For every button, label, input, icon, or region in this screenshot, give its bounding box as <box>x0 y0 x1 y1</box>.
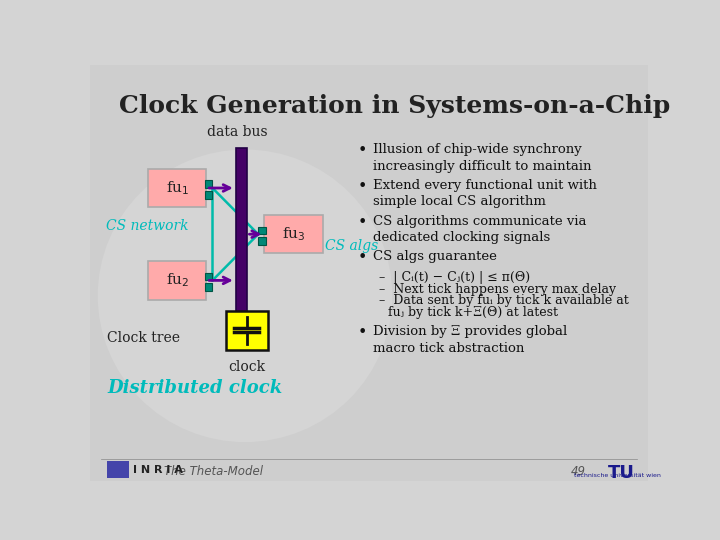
Bar <box>235 148 246 338</box>
Bar <box>204 180 212 188</box>
Text: –  Data sent by fuᵢ by tick k available at: – Data sent by fuᵢ by tick k available a… <box>379 294 629 307</box>
Bar <box>148 168 206 207</box>
Text: The Theta-Model: The Theta-Model <box>163 465 263 478</box>
Bar <box>225 311 269 350</box>
Bar <box>107 461 129 477</box>
Text: Clock Generation in Systems-on-a-Chip: Clock Generation in Systems-on-a-Chip <box>120 94 671 118</box>
Text: data bus: data bus <box>207 125 268 139</box>
Text: •: • <box>357 179 366 194</box>
Text: fu$_1$: fu$_1$ <box>166 179 189 197</box>
Text: TU: TU <box>608 464 634 482</box>
Text: I N R I A: I N R I A <box>132 465 182 475</box>
Text: CS network: CS network <box>106 219 188 233</box>
Bar <box>204 191 212 199</box>
Text: CS algs: CS algs <box>325 239 378 253</box>
Text: clock: clock <box>228 360 266 374</box>
Bar <box>258 226 266 234</box>
Text: fuⱼ by tick k+Ξ(Θ) at latest: fuⱼ by tick k+Ξ(Θ) at latest <box>388 306 559 319</box>
Text: CS algorithms communicate via
dedicated clocking signals: CS algorithms communicate via dedicated … <box>373 215 586 245</box>
Text: technische universität wien: technische universität wien <box>574 473 660 478</box>
Text: fu$_2$: fu$_2$ <box>166 272 189 289</box>
Text: Division by Ξ provides global
macro tick abstraction: Division by Ξ provides global macro tick… <box>373 325 567 355</box>
Text: –  | Cᵢ(t) − Cⱼ(t) | ≤ π(Θ): – | Cᵢ(t) − Cⱼ(t) | ≤ π(Θ) <box>379 271 530 284</box>
Text: CS algs guarantee: CS algs guarantee <box>373 249 497 262</box>
Text: fu$_3$: fu$_3$ <box>282 225 305 243</box>
Text: Illusion of chip-wide synchrony
increasingly difficult to maintain: Illusion of chip-wide synchrony increasi… <box>373 143 591 173</box>
Bar <box>148 261 206 300</box>
Text: •: • <box>357 249 366 265</box>
Bar <box>258 237 266 245</box>
Text: Extend every functional unit with
simple local CS algorithm: Extend every functional unit with simple… <box>373 179 597 208</box>
Text: –  Next tick happens every max delay: – Next tick happens every max delay <box>379 283 616 296</box>
Text: Clock tree: Clock tree <box>107 331 180 345</box>
Text: 49: 49 <box>571 465 586 478</box>
Bar <box>204 284 212 291</box>
Bar <box>204 273 212 280</box>
Bar <box>264 215 323 253</box>
Text: •: • <box>357 215 366 230</box>
Text: •: • <box>357 325 366 340</box>
Text: Distributed clock: Distributed clock <box>107 379 282 397</box>
Ellipse shape <box>98 150 392 442</box>
Text: •: • <box>357 143 366 158</box>
